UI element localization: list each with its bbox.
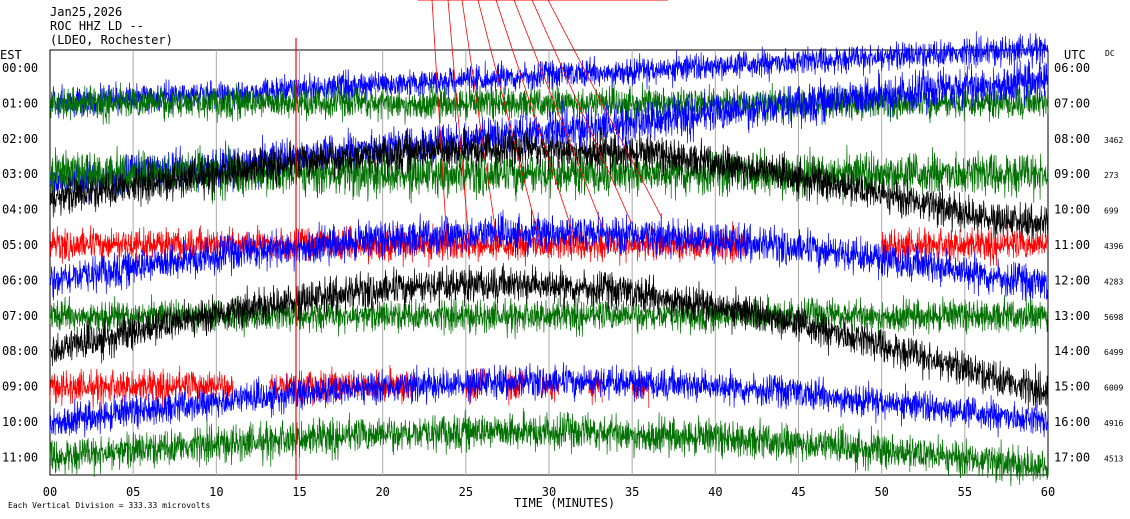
- est-hour-label: 07:00: [2, 309, 38, 323]
- event-marker-line: [547, 0, 663, 219]
- seismogram-trace: [49, 144, 1049, 205]
- dc-header-label: DC: [1105, 49, 1115, 58]
- est-hour-label: 05:00: [2, 238, 38, 252]
- seismogram-trace: [49, 262, 1049, 411]
- time-gridlines: [132, 50, 966, 475]
- seismogram-trace: [49, 362, 1049, 438]
- utc-hour-label: 13:00: [1054, 309, 1090, 323]
- seismogram-trace: [49, 221, 749, 268]
- dc-value-label: 6499: [1104, 348, 1123, 357]
- seismogram-trace: [49, 56, 1049, 205]
- seismogram-trace: [49, 31, 1049, 119]
- dc-value-label: 4916: [1104, 419, 1123, 428]
- dc-value-label: 4283: [1104, 277, 1123, 286]
- scale-note: Each Vertical Division = 333.33 microvol…: [8, 501, 210, 510]
- est-hour-label: 00:00: [2, 61, 38, 75]
- event-marker-line: [513, 0, 605, 231]
- x-tick-label: 60: [1041, 485, 1055, 499]
- utc-hour-label: 12:00: [1054, 273, 1090, 287]
- utc-hour-label: 08:00: [1054, 132, 1090, 146]
- seismogram-trace: [49, 407, 1049, 487]
- utc-hour-label: 09:00: [1054, 167, 1090, 181]
- dc-value-label: 273: [1104, 171, 1119, 180]
- x-tick-label: 10: [209, 485, 223, 499]
- est-hour-label: 09:00: [2, 380, 38, 394]
- utc-hour-label: 14:00: [1054, 344, 1090, 358]
- est-hour-label: 01:00: [2, 96, 38, 110]
- est-hour-label: 11:00: [2, 450, 38, 464]
- seismogram-trace: [49, 209, 1049, 303]
- utc-hour-label: 10:00: [1054, 203, 1090, 217]
- x-tick-label: 20: [375, 485, 389, 499]
- station-label: ROC HHZ LD --: [50, 19, 144, 33]
- x-tick-label: 30: [542, 485, 556, 499]
- seismogram-trace: [507, 369, 525, 406]
- seismogram-trace: [881, 223, 1049, 269]
- est-hour-label: 08:00: [2, 344, 38, 358]
- est-hour-label: 03:00: [2, 167, 38, 181]
- est-hour-label: 02:00: [2, 132, 38, 146]
- helicorder-traces: [49, 31, 1049, 487]
- right-timezone-label: UTC: [1064, 48, 1086, 62]
- x-tick-label: 35: [625, 485, 639, 499]
- x-tick-label: 50: [874, 485, 888, 499]
- dc-value-label: 4513: [1104, 454, 1123, 463]
- network-label: (LDEO, Rochester): [50, 33, 173, 47]
- x-tick-label: 15: [292, 485, 306, 499]
- est-hour-label: 04:00: [2, 203, 38, 217]
- est-hour-label: 10:00: [2, 415, 38, 429]
- dc-value-label: 4396: [1104, 242, 1123, 251]
- minute-tick-labels: 00 05 10 15 20 25 30 35 40 45 50 55 60: [43, 485, 1055, 499]
- dc-value-label: 5698: [1104, 313, 1123, 322]
- est-hour-label: 06:00: [2, 273, 38, 287]
- left-timezone-label: EST: [0, 48, 22, 62]
- event-marker-line: [431, 0, 449, 261]
- x-tick-label: 05: [126, 485, 140, 499]
- x-tick-label: 00: [43, 485, 57, 499]
- event-marker-line: [447, 0, 471, 255]
- dc-value-label: 3462: [1104, 136, 1123, 145]
- utc-hour-label: 06:00: [1054, 61, 1090, 75]
- dc-value-label: 699: [1104, 207, 1119, 216]
- x-tick-label: 45: [791, 485, 805, 499]
- utc-hour-label: 17:00: [1054, 450, 1090, 464]
- utc-hour-label: 07:00: [1054, 96, 1090, 110]
- utc-hour-label: 16:00: [1054, 415, 1090, 429]
- utc-hour-label: 11:00: [1054, 238, 1090, 252]
- seismogram-trace: [49, 365, 234, 411]
- event-marker-line: [461, 0, 499, 249]
- x-axis-title: TIME (MINUTES): [514, 496, 615, 510]
- x-tick-label: 40: [708, 485, 722, 499]
- x-tick-label: 55: [958, 485, 972, 499]
- utc-hour-label: 15:00: [1054, 380, 1090, 394]
- x-tick-label: 25: [459, 485, 473, 499]
- trace-artifacts: [295, 0, 668, 480]
- dc-value-label: 6009: [1104, 384, 1123, 393]
- date-label: Jan25,2026: [50, 5, 123, 19]
- event-marker-line: [477, 0, 541, 243]
- hour-labels: 00:00 06:00 01:00 07:00 02:00 08:00 3462 03:00 0…: [2, 61, 1123, 464]
- event-marker-line: [531, 0, 633, 225]
- event-marker-line: [495, 0, 575, 237]
